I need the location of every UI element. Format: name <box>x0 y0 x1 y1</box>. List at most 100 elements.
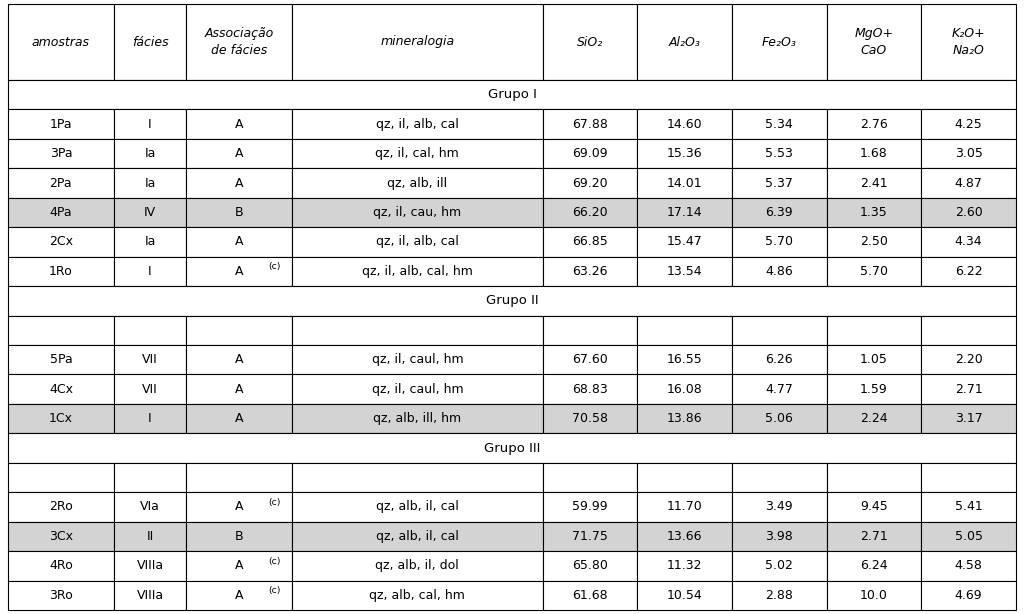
Text: 15.47: 15.47 <box>667 235 702 249</box>
Text: A: A <box>234 265 244 278</box>
Text: 5.53: 5.53 <box>765 147 794 160</box>
Bar <box>826 375 922 404</box>
Text: qz, il, alb, cal: qz, il, alb, cal <box>376 235 459 249</box>
Text: 59.99: 59.99 <box>572 500 608 513</box>
Bar <box>543 4 637 80</box>
Bar <box>543 492 637 522</box>
Text: I: I <box>148 118 152 131</box>
Bar <box>826 168 922 198</box>
Bar <box>186 345 292 375</box>
Text: Ia: Ia <box>144 147 156 160</box>
Bar <box>543 139 637 168</box>
Text: 4.77: 4.77 <box>765 383 794 395</box>
Bar <box>826 4 922 80</box>
Text: Associação
de fácies: Associação de fácies <box>205 27 273 57</box>
Text: 5.70: 5.70 <box>765 235 794 249</box>
Bar <box>637 139 732 168</box>
Bar <box>826 345 922 375</box>
Bar <box>114 404 186 433</box>
Bar <box>114 463 186 492</box>
Text: 4Cx: 4Cx <box>49 383 73 395</box>
Text: 5.37: 5.37 <box>765 177 794 190</box>
Text: 2.20: 2.20 <box>954 353 983 366</box>
Bar <box>8 581 114 610</box>
Bar <box>292 345 543 375</box>
Bar <box>922 198 1016 227</box>
Text: A: A <box>234 147 244 160</box>
Bar <box>637 316 732 345</box>
Bar <box>8 227 114 257</box>
Text: qz, alb, il, cal: qz, alb, il, cal <box>376 530 459 543</box>
Bar <box>114 375 186 404</box>
Text: 13.54: 13.54 <box>667 265 702 278</box>
Bar <box>732 198 826 227</box>
Bar <box>8 4 114 80</box>
Bar <box>292 463 543 492</box>
Bar <box>826 257 922 286</box>
Text: 2.71: 2.71 <box>954 383 983 395</box>
Bar <box>732 109 826 139</box>
Bar <box>292 316 543 345</box>
Bar <box>186 257 292 286</box>
Text: VIa: VIa <box>140 500 160 513</box>
Text: MgO+
CaO: MgO+ CaO <box>854 27 894 57</box>
Bar <box>922 227 1016 257</box>
Text: K₂O+
Na₂O: K₂O+ Na₂O <box>952 27 985 57</box>
Bar <box>292 198 543 227</box>
Bar <box>826 109 922 139</box>
Text: 2.41: 2.41 <box>860 177 888 190</box>
Bar <box>8 316 114 345</box>
Bar <box>637 4 732 80</box>
Bar <box>8 492 114 522</box>
Text: 9.45: 9.45 <box>860 500 888 513</box>
Text: 67.88: 67.88 <box>572 118 608 131</box>
Bar <box>826 404 922 433</box>
Text: qz, il, alb, cal: qz, il, alb, cal <box>376 118 459 131</box>
Bar <box>732 404 826 433</box>
Text: B: B <box>234 206 244 219</box>
Bar <box>8 345 114 375</box>
Bar <box>543 109 637 139</box>
Bar <box>114 4 186 80</box>
Bar <box>292 375 543 404</box>
Bar <box>732 551 826 581</box>
Text: amostras: amostras <box>32 36 90 49</box>
Bar <box>292 109 543 139</box>
Text: 2.71: 2.71 <box>860 530 888 543</box>
Text: 69.09: 69.09 <box>572 147 608 160</box>
Text: 16.08: 16.08 <box>667 383 702 395</box>
Bar <box>543 463 637 492</box>
Text: fácies: fácies <box>132 36 168 49</box>
Bar <box>732 168 826 198</box>
Text: 5.02: 5.02 <box>765 559 794 572</box>
Bar <box>637 492 732 522</box>
Text: SiO₂: SiO₂ <box>577 36 603 49</box>
Bar <box>922 168 1016 198</box>
Bar <box>292 168 543 198</box>
Bar <box>922 492 1016 522</box>
Bar <box>186 404 292 433</box>
Text: qz, il, caul, hm: qz, il, caul, hm <box>372 353 463 366</box>
Text: 70.58: 70.58 <box>572 412 608 425</box>
Text: 4.87: 4.87 <box>954 177 983 190</box>
Text: 63.26: 63.26 <box>572 265 607 278</box>
Bar <box>826 316 922 345</box>
Bar <box>8 80 1016 109</box>
Bar <box>543 316 637 345</box>
Text: VIIIa: VIIIa <box>136 589 164 602</box>
Text: 4.69: 4.69 <box>954 589 982 602</box>
Bar <box>8 375 114 404</box>
Text: 4.25: 4.25 <box>954 118 983 131</box>
Bar <box>186 316 292 345</box>
Bar <box>637 551 732 581</box>
Bar <box>826 522 922 551</box>
Bar <box>543 404 637 433</box>
Text: qz, alb, ill, hm: qz, alb, ill, hm <box>374 412 462 425</box>
Text: Grupo III: Grupo III <box>483 441 541 454</box>
Text: Al₂O₃: Al₂O₃ <box>669 36 700 49</box>
Bar <box>637 227 732 257</box>
Text: qz, alb, il, dol: qz, alb, il, dol <box>376 559 459 572</box>
Text: 1.59: 1.59 <box>860 383 888 395</box>
Text: A: A <box>234 500 244 513</box>
Text: Ia: Ia <box>144 235 156 249</box>
